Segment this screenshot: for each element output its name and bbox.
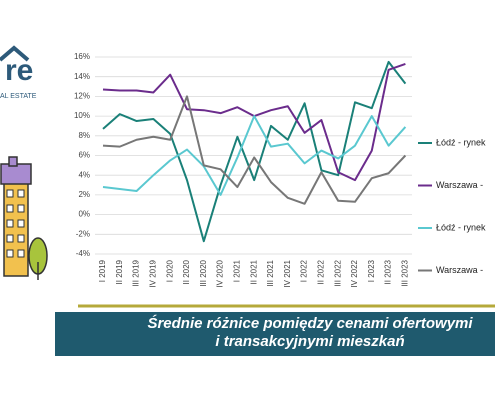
series-line xyxy=(102,115,407,196)
y-tick-label: -4% xyxy=(76,249,90,258)
x-tick-label: IV 2019 xyxy=(149,259,158,287)
x-tick-label: III 2020 xyxy=(199,259,208,286)
logo-text: re xyxy=(5,54,33,87)
x-tick-label: II 2019 xyxy=(115,259,124,284)
legend-label: Warszawa - xyxy=(436,180,483,190)
series-line xyxy=(102,60,407,243)
x-tick-label: III 2022 xyxy=(333,259,342,286)
y-tick-label: 0% xyxy=(78,210,90,219)
x-tick-label: I 2021 xyxy=(233,259,242,282)
x-tick-label: III 2021 xyxy=(266,259,275,286)
x-tick-label: III 2019 xyxy=(132,259,141,286)
x-tick-label: II 2021 xyxy=(249,259,258,284)
legend-label: Łódź - rynek xyxy=(436,137,486,147)
legend-label: Warszawa - xyxy=(436,265,483,275)
x-tick-label: IV 2022 xyxy=(350,259,359,287)
y-tick-label: 4% xyxy=(78,170,90,179)
x-tick-label: I 2023 xyxy=(367,259,376,282)
series-line xyxy=(102,95,407,205)
chart-title: i transakcyjnymi mieszkań xyxy=(215,333,404,350)
x-tick-label: I 2022 xyxy=(300,259,309,282)
y-tick-label: 2% xyxy=(78,190,90,199)
x-tick-label: IV 2021 xyxy=(283,259,292,287)
y-tick-label: 12% xyxy=(74,92,90,101)
x-tick-label: I 2019 xyxy=(98,259,107,282)
x-tick-label: II 2023 xyxy=(384,259,393,284)
x-tick-label: III 2023 xyxy=(401,259,410,286)
x-tick-label: II 2020 xyxy=(182,259,191,284)
y-tick-label: 16% xyxy=(74,52,90,61)
y-tick-label: 6% xyxy=(78,151,90,160)
building-icon xyxy=(0,156,48,280)
y-tick-label: 14% xyxy=(74,72,90,81)
x-tick-label: IV 2020 xyxy=(216,259,225,287)
logo: re AL ESTATE xyxy=(0,45,37,100)
legend-label: Łódź - rynek xyxy=(436,222,486,232)
y-tick-label: 8% xyxy=(78,131,90,140)
series-line xyxy=(102,62,406,182)
logo-tagline: AL ESTATE xyxy=(0,93,37,100)
chart-title: Średnie różnice pomiędzy cenami ofertowy… xyxy=(147,314,473,332)
y-tick-label: 10% xyxy=(74,111,90,120)
title-banner xyxy=(55,312,495,356)
x-tick-label: II 2022 xyxy=(317,259,326,284)
x-tick-label: I 2020 xyxy=(165,259,174,282)
y-tick-label: -2% xyxy=(76,229,90,238)
